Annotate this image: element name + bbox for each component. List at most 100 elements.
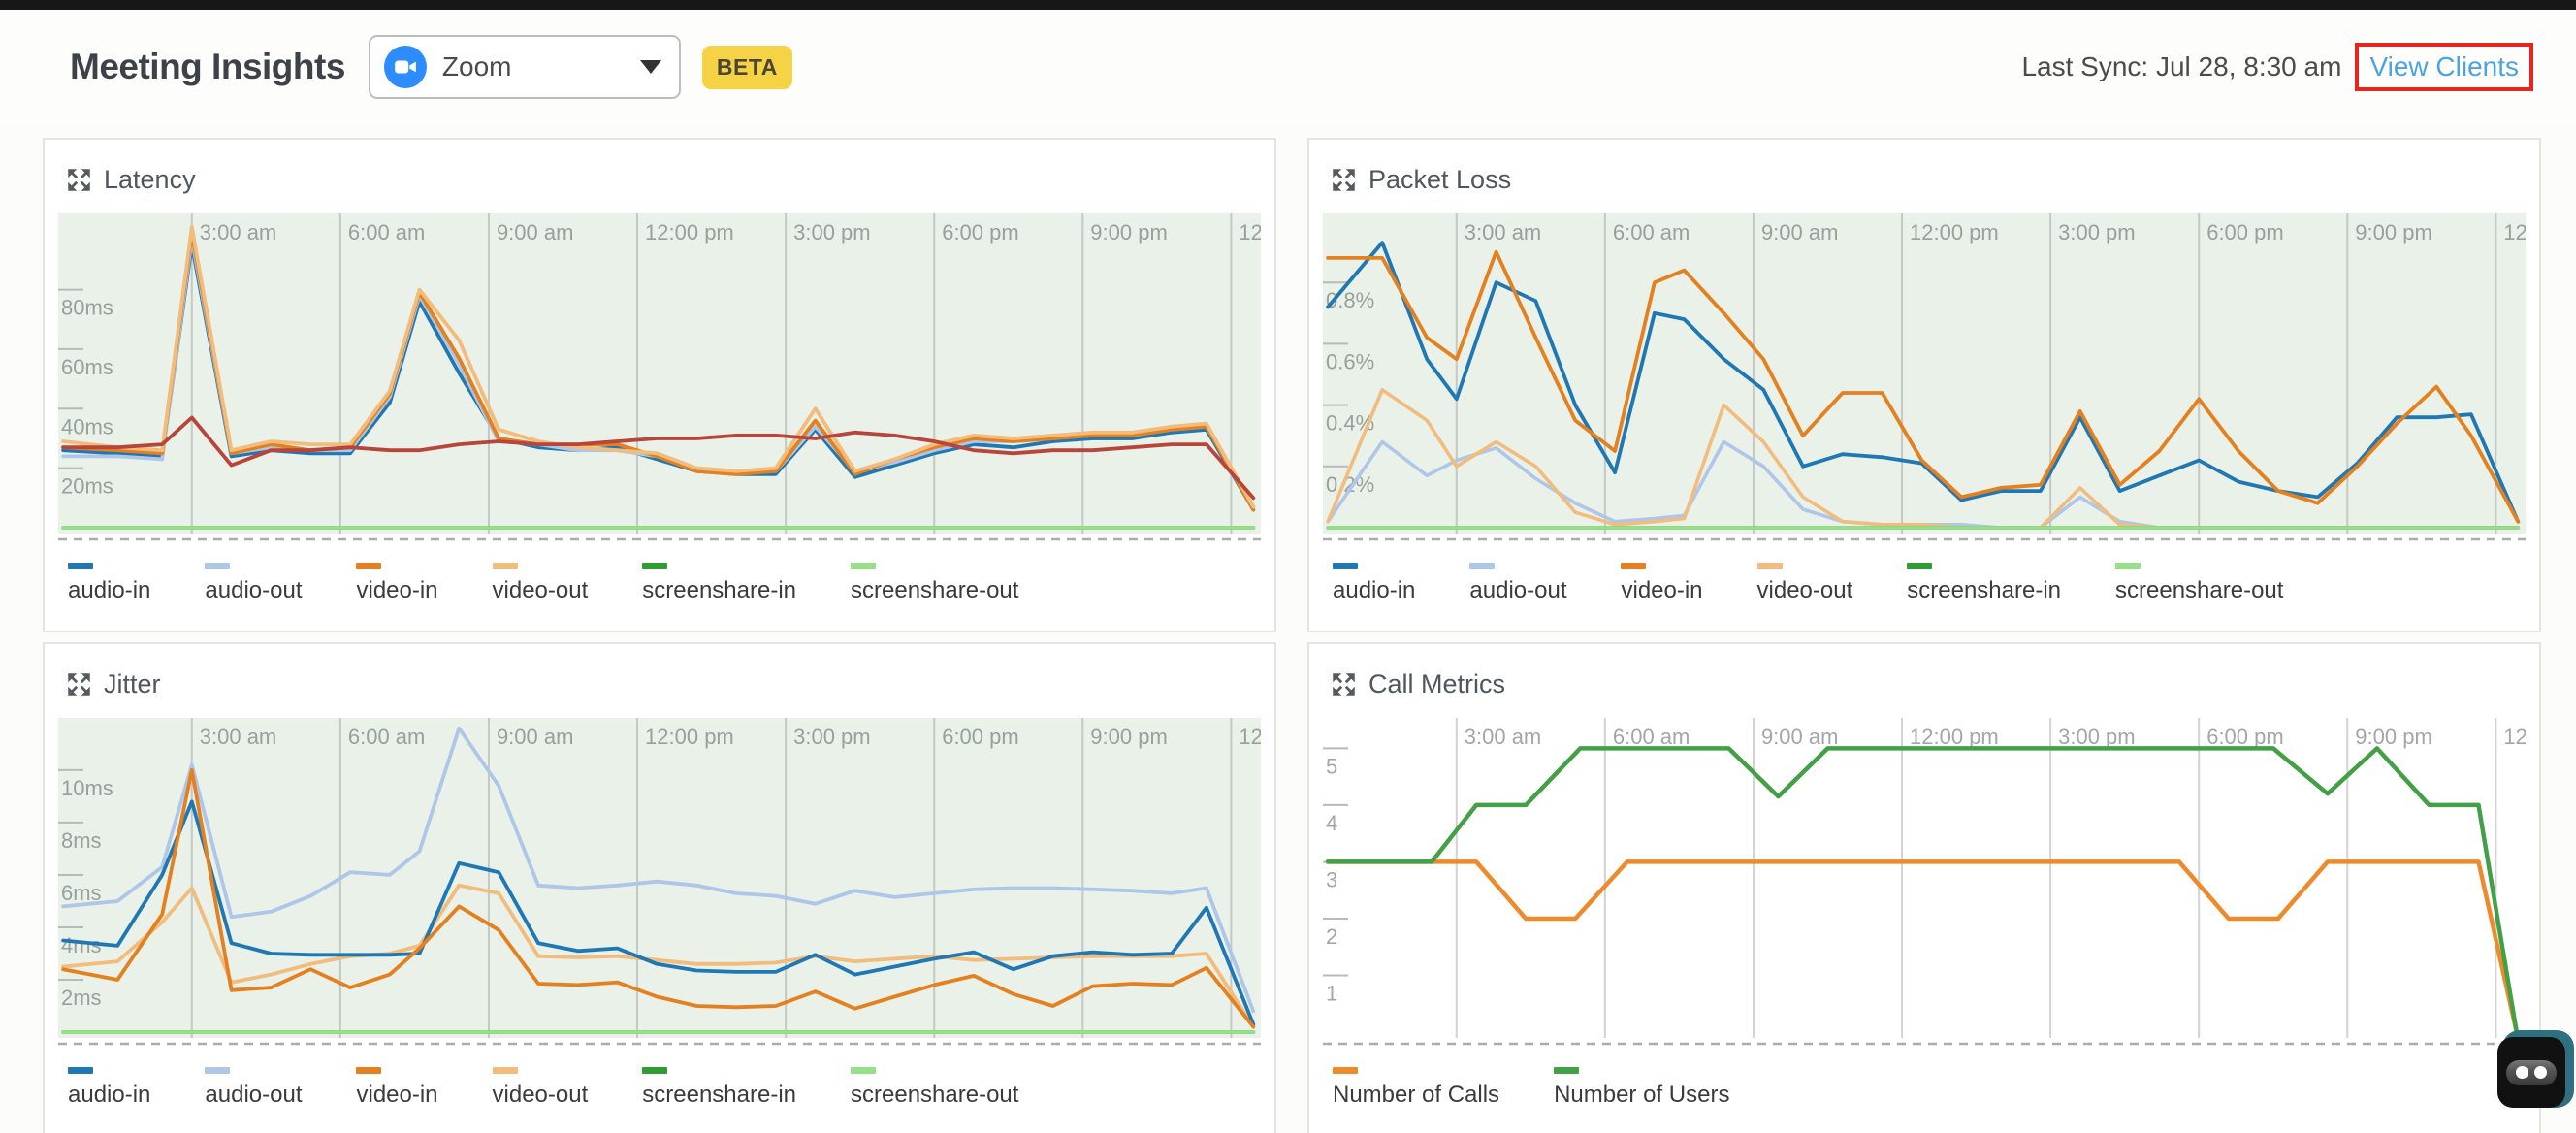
svg-text:8ms: 8ms: [61, 828, 102, 853]
legend-item-audio-in[interactable]: audio-in: [68, 563, 150, 604]
jitter-legend: audio-in audio-out video-in video-out screen…: [58, 1067, 1261, 1109]
legend-label: video-out: [492, 1082, 589, 1108]
legend-swatch: [492, 563, 518, 569]
legend-item-screenshare-out[interactable]: screenshare-out: [851, 563, 1018, 604]
legend-swatch: [851, 1067, 877, 1074]
svg-text:12:00 pm: 12:00 pm: [1910, 725, 1999, 749]
legend-item-audio-out[interactable]: audio-out: [1469, 563, 1566, 604]
legend-item-number-of-calls[interactable]: Number of Calls: [1333, 1067, 1499, 1109]
view-clients-annotation-box: View Clients: [2355, 43, 2533, 91]
legend-label: screenshare-out: [851, 577, 1019, 603]
legend-label: audio-in: [1333, 577, 1416, 603]
svg-text:12: 12: [2503, 725, 2526, 749]
page-title: Meeting Insights: [70, 47, 345, 86]
legend-label: screenshare-in: [1907, 577, 2062, 603]
svg-text:3:00 am: 3:00 am: [200, 220, 277, 244]
legend-label: Number of Users: [1554, 1082, 1730, 1108]
legend-item-audio-in[interactable]: audio-in: [1333, 563, 1415, 604]
svg-text:3: 3: [1326, 867, 1337, 891]
svg-text:6:00 am: 6:00 am: [348, 220, 426, 244]
legend-label: screenshare-out: [2115, 577, 2284, 603]
svg-text:6:00 pm: 6:00 pm: [2206, 725, 2284, 749]
provider-dropdown[interactable]: Zoom: [368, 35, 681, 99]
charts-grid: Latency 3:00 am 6:00 am 9:00 am 12:00 pm 3:0…: [43, 138, 2541, 1133]
svg-text:10ms: 10ms: [61, 776, 113, 800]
svg-text:3:00 am: 3:00 am: [1465, 220, 1542, 244]
svg-text:5: 5: [1326, 754, 1337, 778]
expand-icon[interactable]: [1331, 167, 1357, 193]
legend-swatch: [851, 563, 877, 569]
jitter-card: Jitter 3:00 am 6:00 am 9:00 am 12:00 pm 3:00…: [43, 642, 1276, 1133]
legend-item-screenshare-out[interactable]: screenshare-out: [2115, 563, 2283, 604]
legend-item-screenshare-in[interactable]: screenshare-in: [1907, 563, 2061, 604]
svg-text:9:00 am: 9:00 am: [497, 220, 574, 244]
legend-item-audio-out[interactable]: audio-out: [205, 1067, 302, 1109]
provider-selected-value: Zoom: [441, 51, 512, 81]
chart-title-jitter: Jitter: [104, 668, 161, 698]
chevron-down-icon: [639, 60, 661, 74]
svg-text:9:00 pm: 9:00 pm: [1090, 725, 1168, 749]
svg-text:20ms: 20ms: [61, 474, 113, 499]
legend-item-video-in[interactable]: video-in: [356, 1067, 438, 1109]
svg-text:9:00 am: 9:00 am: [1761, 725, 1839, 749]
svg-text:12: 12: [2503, 220, 2526, 244]
legend-label: video-out: [492, 577, 589, 603]
svg-text:6:00 pm: 6:00 pm: [942, 725, 1019, 749]
legend-swatch: [68, 563, 93, 569]
svg-text:3:00 pm: 3:00 pm: [2058, 220, 2136, 244]
legend-swatch: [2115, 563, 2141, 569]
legend-label: audio-in: [68, 1082, 151, 1108]
legend-item-audio-in[interactable]: audio-in: [68, 1067, 150, 1109]
legend-item-video-out[interactable]: video-out: [492, 1067, 589, 1109]
legend-swatch: [642, 563, 668, 569]
legend-label: video-out: [1756, 577, 1853, 603]
legend-item-video-out[interactable]: video-out: [492, 563, 589, 604]
packet-loss-plot: 3:00 am 6:00 am 9:00 am 12:00 pm 3:00 pm 6:00…: [1323, 213, 2526, 541]
zoom-logo-icon: [383, 46, 427, 88]
svg-text:6:00 am: 6:00 am: [348, 725, 426, 749]
legend-label: screenshare-in: [642, 577, 797, 603]
svg-text:3:00 pm: 3:00 pm: [793, 220, 871, 244]
svg-text:12:00 pm: 12:00 pm: [645, 725, 734, 749]
legend-swatch: [68, 1067, 93, 1074]
top-black-bar: [0, 0, 2576, 10]
expand-icon[interactable]: [66, 167, 92, 193]
legend-item-video-in[interactable]: video-in: [1621, 563, 1703, 604]
view-clients-link[interactable]: View Clients: [2369, 51, 2519, 81]
chat-bot-widget-button[interactable]: [2497, 1030, 2574, 1108]
legend-label: audio-out: [205, 1082, 303, 1108]
latency-card: Latency 3:00 am 6:00 am 9:00 am 12:00 pm 3:0…: [43, 138, 1276, 632]
svg-text:4: 4: [1326, 811, 1337, 835]
svg-text:9:00 am: 9:00 am: [497, 725, 574, 749]
call-metrics-card: Call Metrics 3:00 am 6:00 am 9:00 am 12:00 …: [1307, 642, 2541, 1133]
call-metrics-legend: Number of Calls Number of Users: [1323, 1067, 2526, 1109]
chart-title-call-metrics: Call Metrics: [1368, 668, 1506, 698]
legend-item-screenshare-in[interactable]: screenshare-in: [642, 1067, 796, 1109]
legend-swatch: [1756, 563, 1783, 569]
legend-item-video-out[interactable]: video-out: [1756, 563, 1853, 604]
legend-item-screenshare-in[interactable]: screenshare-in: [642, 563, 796, 604]
svg-text:3:00 pm: 3:00 pm: [2058, 725, 2136, 749]
svg-text:6:00 pm: 6:00 pm: [2206, 220, 2284, 244]
legend-swatch: [1333, 563, 1358, 569]
legend-label: screenshare-in: [642, 1082, 797, 1108]
last-sync-text: Last Sync: Jul 28, 8:30 am: [2021, 51, 2342, 81]
svg-text:1: 1: [1326, 981, 1337, 1005]
legend-label: video-in: [356, 577, 438, 603]
legend-swatch: [1621, 563, 1647, 569]
expand-icon[interactable]: [66, 671, 92, 697]
svg-text:3:00 am: 3:00 am: [1465, 725, 1542, 749]
svg-text:6:00 am: 6:00 am: [1613, 220, 1690, 244]
legend-item-number-of-users[interactable]: Number of Users: [1554, 1067, 1729, 1109]
legend-swatch: [642, 1067, 668, 1074]
legend-label: audio-in: [68, 577, 151, 603]
legend-item-audio-out[interactable]: audio-out: [205, 563, 302, 604]
robot-icon: [2497, 1037, 2565, 1108]
expand-icon[interactable]: [1331, 671, 1357, 697]
svg-text:6:00 am: 6:00 am: [1613, 725, 1690, 749]
legend-swatch: [1333, 1067, 1358, 1074]
latency-legend: audio-in audio-out video-in video-out screen…: [58, 563, 1261, 604]
legend-item-screenshare-out[interactable]: screenshare-out: [851, 1067, 1018, 1109]
legend-item-video-in[interactable]: video-in: [356, 563, 438, 604]
svg-text:60ms: 60ms: [61, 355, 113, 379]
